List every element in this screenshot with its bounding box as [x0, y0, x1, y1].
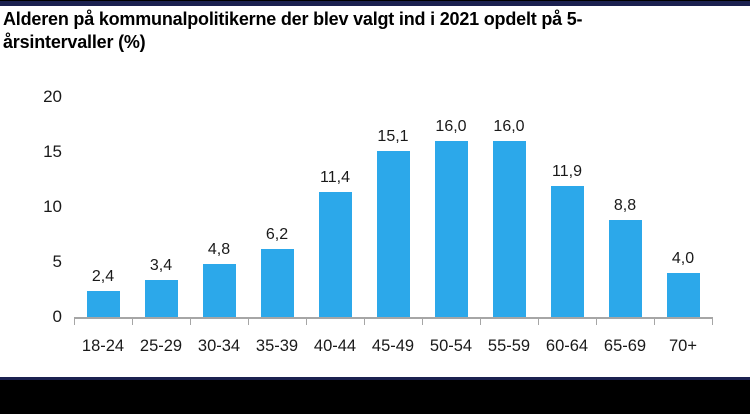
x-axis-line [74, 317, 713, 319]
x-axis-tick-label: 45-49 [371, 337, 415, 355]
x-axis-tick-label: 55-59 [487, 337, 531, 355]
chart-title-line-2: årsintervaller (%) [3, 32, 146, 52]
bar-value-label: 3,4 [149, 257, 173, 274]
bar [319, 192, 352, 317]
x-axis-tick-label: 40-44 [313, 337, 357, 355]
y-axis-tick-label: 15 [43, 142, 62, 161]
chart-title: Alderen på kommunalpolitikerne der blev … [3, 8, 743, 54]
bar [667, 273, 700, 317]
bar-value-label: 4,8 [207, 241, 231, 258]
y-axis-tick-label: 5 [52, 252, 62, 271]
x-axis-tick-mark [364, 317, 365, 325]
bar-value-label: 15,1 [377, 128, 409, 145]
bottom-black-bar [0, 380, 750, 414]
bar-value-label: 11,9 [552, 163, 582, 180]
x-axis-tick-mark [480, 317, 481, 325]
bar [145, 280, 178, 317]
bar-value-label: 11,4 [320, 169, 350, 186]
x-axis-tick-mark [248, 317, 249, 325]
bar [87, 291, 120, 317]
bar-value-label: 16,0 [435, 118, 467, 135]
bar [493, 141, 526, 317]
bar [203, 264, 236, 317]
top-accent-bar [0, 0, 750, 6]
bar-value-label: 8,8 [613, 197, 637, 214]
bar-value-label: 4,0 [671, 250, 695, 267]
x-axis-tick-label: 50-54 [429, 337, 473, 355]
x-axis-tick-label: 70+ [669, 337, 697, 355]
bar [551, 186, 584, 317]
x-axis-tick-label: 60-64 [545, 337, 589, 355]
x-axis-tick-mark [74, 317, 75, 325]
x-axis-tick-mark [712, 317, 713, 325]
y-axis-tick-label: 20 [43, 87, 62, 106]
chart-title-line-1: Alderen på kommunalpolitikerne der blev … [3, 9, 583, 29]
bar-value-label: 16,0 [493, 118, 525, 135]
x-axis-tick-mark [654, 317, 655, 325]
x-axis-tick-label: 65-69 [603, 337, 647, 355]
x-axis-tick-mark [306, 317, 307, 325]
y-axis-tick-label: 0 [52, 307, 62, 326]
bar [609, 220, 642, 317]
x-axis-tick-label: 35-39 [255, 337, 299, 355]
x-axis-tick-mark [538, 317, 539, 325]
x-axis-tick-mark [132, 317, 133, 325]
x-axis-tick-mark [596, 317, 597, 325]
bar-value-label: 6,2 [265, 226, 289, 243]
x-axis-tick-label: 30-34 [197, 337, 241, 355]
bottom-accent-line [0, 377, 750, 380]
bar-value-label: 2,4 [91, 268, 115, 285]
bar [377, 151, 410, 317]
x-axis-tick-mark [422, 317, 423, 325]
x-axis-tick-label: 18-24 [81, 337, 125, 355]
bar [261, 249, 294, 317]
x-axis-tick-mark [190, 317, 191, 325]
bar [435, 141, 468, 317]
y-axis-tick-label: 10 [43, 197, 62, 216]
x-axis-tick-label: 25-29 [139, 337, 183, 355]
